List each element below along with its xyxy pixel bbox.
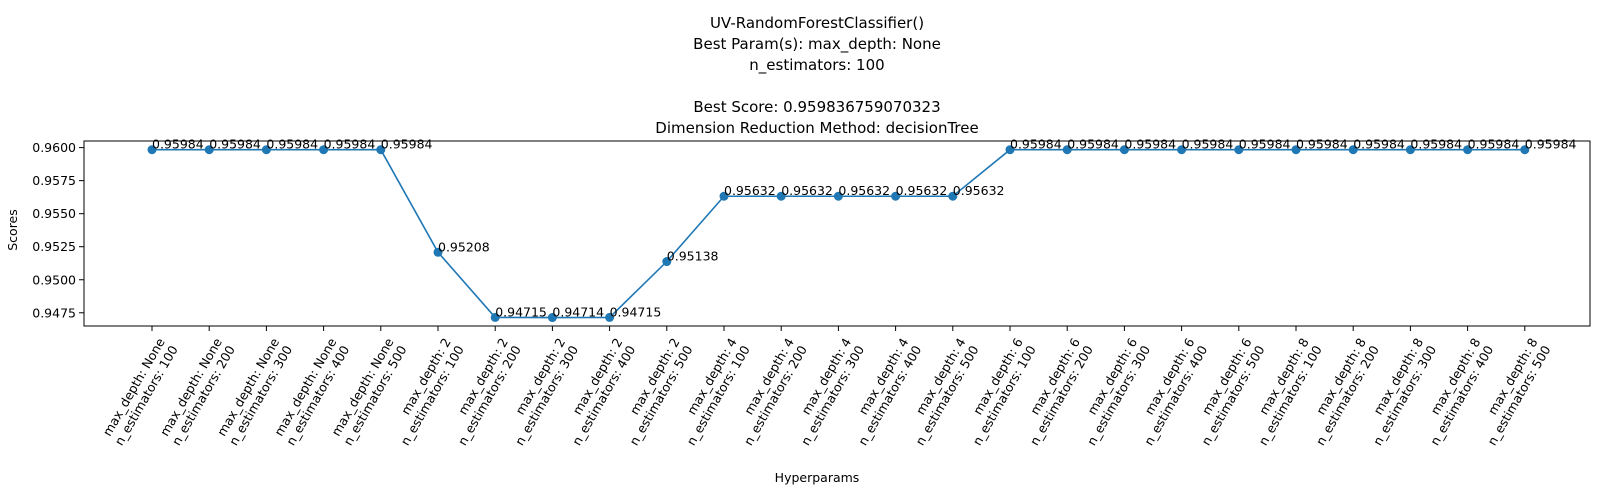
data-label: 0.95632 <box>781 183 833 198</box>
data-label: 0.95984 <box>1067 137 1119 152</box>
data-point <box>1062 145 1072 155</box>
data-label: 0.95984 <box>1296 137 1348 152</box>
score-series <box>147 145 1530 323</box>
data-point <box>147 145 157 155</box>
data-label: 0.94714 <box>552 305 604 320</box>
title-line: n_estimators: 100 <box>749 56 884 75</box>
data-label: 0.95984 <box>1124 137 1176 152</box>
data-point <box>1119 145 1129 155</box>
data-label: 0.95208 <box>438 239 490 254</box>
data-label: 0.95138 <box>667 249 719 264</box>
data-point <box>376 145 386 155</box>
title-line: Dimension Reduction Method: decisionTree <box>655 119 978 137</box>
data-label: 0.95984 <box>152 137 204 152</box>
data-point <box>776 191 786 201</box>
data-point <box>605 312 615 322</box>
y-tick-label: 0.9575 <box>32 173 76 188</box>
data-point <box>319 145 329 155</box>
data-point <box>719 191 729 201</box>
data-point <box>1348 145 1358 155</box>
data-point <box>891 191 901 201</box>
data-point <box>1177 145 1187 155</box>
data-label: 0.95984 <box>1010 137 1062 152</box>
title-line: Best Score: 0.959836759070323 <box>693 98 940 116</box>
data-point <box>1005 145 1015 155</box>
data-point <box>833 191 843 201</box>
title-line: Best Param(s): max_depth: None <box>693 35 941 54</box>
x-axis-label: Hyperparams <box>775 470 860 485</box>
data-point <box>662 257 672 267</box>
data-point <box>1405 145 1415 155</box>
data-point <box>261 145 271 155</box>
y-tick-label: 0.9475 <box>32 305 76 320</box>
data-label: 0.95632 <box>724 183 776 198</box>
data-label: 0.94715 <box>610 304 662 319</box>
data-point <box>547 313 557 323</box>
data-label: 0.95984 <box>266 137 318 152</box>
data-label: 0.95984 <box>324 137 376 152</box>
data-point <box>490 312 500 322</box>
y-axis-label: Scores <box>5 209 20 251</box>
data-point <box>948 191 958 201</box>
y-tick-label: 0.9525 <box>32 239 76 254</box>
y-tick-label: 0.9550 <box>32 206 76 221</box>
data-label: 0.95984 <box>1239 137 1291 152</box>
data-point <box>1520 145 1530 155</box>
data-label: 0.94715 <box>495 304 547 319</box>
data-point <box>1291 145 1301 155</box>
data-label: 0.95984 <box>1182 137 1234 152</box>
data-point <box>1463 145 1473 155</box>
y-axis: 0.9475 0.9500 0.9525 0.9550 0.9575 0.9600 <box>32 140 84 320</box>
data-label: 0.95632 <box>896 183 948 198</box>
data-label: 0.95984 <box>209 137 261 152</box>
chart-title: UV-RandomForestClassifier() Best Param(s… <box>655 14 978 137</box>
data-labels: 0.95984 0.95984 0.95984 0.95984 0.95984 0.952… <box>152 137 1577 320</box>
data-point <box>1234 145 1244 155</box>
data-label: 0.95984 <box>381 137 433 152</box>
data-label: 0.95984 <box>1525 137 1577 152</box>
data-label: 0.95984 <box>1468 137 1520 152</box>
y-tick-label: 0.9500 <box>32 272 76 287</box>
y-tick-label: 0.9600 <box>32 140 76 155</box>
data-point <box>433 247 443 257</box>
data-point <box>204 145 214 155</box>
plot-frame <box>83 140 1591 327</box>
data-label: 0.95984 <box>1410 137 1462 152</box>
data-label: 0.95632 <box>953 183 1005 198</box>
title-line: UV-RandomForestClassifier() <box>710 14 924 32</box>
data-label: 0.95632 <box>838 183 890 198</box>
data-label: 0.95984 <box>1353 137 1405 152</box>
